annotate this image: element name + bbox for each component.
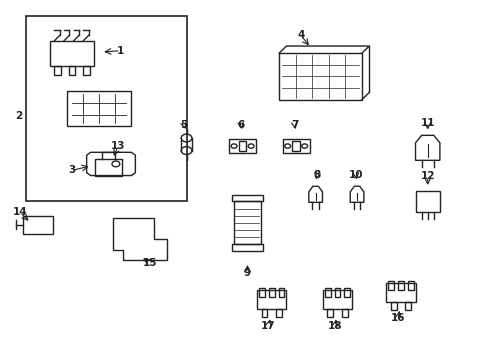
Text: 7: 7 xyxy=(291,120,298,130)
Bar xyxy=(405,302,411,310)
Text: 9: 9 xyxy=(244,268,251,278)
Text: 5: 5 xyxy=(180,120,188,130)
Text: 10: 10 xyxy=(349,170,364,180)
Bar xyxy=(276,310,282,318)
Bar xyxy=(335,288,341,297)
Bar xyxy=(323,290,352,310)
Bar xyxy=(325,288,331,297)
Text: 12: 12 xyxy=(420,171,435,181)
Bar xyxy=(83,66,90,75)
Bar xyxy=(386,283,416,302)
Bar xyxy=(391,302,396,310)
Text: 18: 18 xyxy=(328,321,343,331)
Bar xyxy=(279,288,285,297)
Text: 17: 17 xyxy=(261,321,276,331)
Bar xyxy=(269,288,275,297)
Bar xyxy=(262,310,268,318)
Bar xyxy=(327,310,333,318)
Bar xyxy=(54,66,61,75)
Bar xyxy=(239,141,246,151)
Bar xyxy=(398,281,404,290)
Bar xyxy=(232,195,263,202)
Bar xyxy=(67,91,130,126)
Text: 15: 15 xyxy=(143,258,157,268)
Bar xyxy=(234,202,261,244)
Bar xyxy=(69,66,75,75)
Text: 4: 4 xyxy=(297,30,305,40)
Bar xyxy=(229,139,256,153)
Bar xyxy=(416,191,440,212)
Text: 13: 13 xyxy=(111,141,125,151)
Bar xyxy=(342,310,348,318)
Text: 3: 3 xyxy=(69,165,75,175)
Text: 8: 8 xyxy=(314,170,321,180)
Bar xyxy=(257,290,287,310)
Text: 11: 11 xyxy=(420,118,435,128)
Bar xyxy=(95,159,122,176)
Text: 16: 16 xyxy=(391,312,406,323)
Bar xyxy=(344,288,350,297)
Text: 6: 6 xyxy=(238,120,245,130)
Bar xyxy=(292,141,300,151)
Text: 2: 2 xyxy=(15,111,22,121)
Bar xyxy=(408,281,414,290)
Bar xyxy=(259,288,265,297)
Bar xyxy=(24,216,52,234)
Bar xyxy=(388,281,394,290)
Text: 1: 1 xyxy=(117,46,124,56)
Bar xyxy=(232,244,263,251)
Bar xyxy=(283,139,310,153)
Bar xyxy=(279,53,362,100)
Text: 14: 14 xyxy=(13,207,27,217)
Bar xyxy=(26,16,187,202)
